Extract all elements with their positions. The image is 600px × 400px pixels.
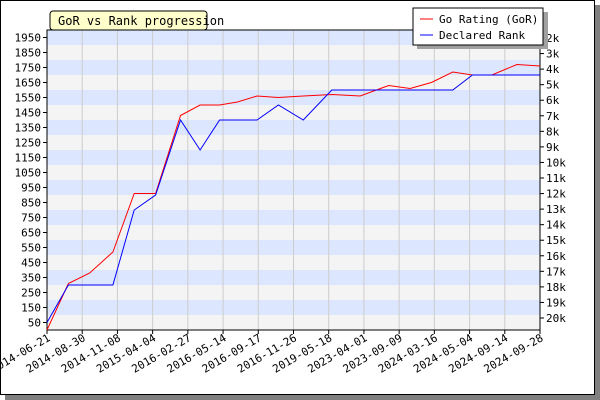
right-tick-label: 6k bbox=[546, 94, 560, 107]
legend-box bbox=[412, 7, 544, 46]
left-tick-label: 1650 bbox=[15, 77, 42, 90]
left-tick-label: 550 bbox=[21, 242, 41, 255]
title-text: GoR vs Rank progression bbox=[58, 14, 224, 28]
legend-label-gor: Go Rating (GoR) bbox=[439, 13, 538, 26]
right-tick-label: 12k bbox=[546, 188, 566, 201]
left-tick-label: 350 bbox=[21, 272, 41, 285]
right-tick-label: 4k bbox=[546, 63, 560, 76]
right-tick-label: 3k bbox=[546, 48, 560, 61]
right-tick-label: 10k bbox=[546, 156, 566, 169]
shadow-bottom bbox=[5, 395, 600, 400]
left-tick-label: 1250 bbox=[15, 137, 42, 150]
right-tick-label: 14k bbox=[546, 219, 566, 232]
chart-title: GoR vs Rank progression bbox=[49, 10, 224, 31]
left-tick-label: 1950 bbox=[15, 32, 42, 45]
title-box bbox=[49, 10, 208, 31]
right-tick-label: 15k bbox=[546, 234, 566, 247]
right-axis-ticks: 20k 19k 18k 17k 16k 15k 14k 13k 12k 11k 10k 9k 8k 7k 6… bbox=[540, 32, 566, 325]
legend-label-rank: Declared Rank bbox=[439, 29, 525, 42]
series-line-gor bbox=[46, 63, 541, 331]
left-tick-label: 1750 bbox=[15, 62, 42, 75]
left-tick-label: 150 bbox=[21, 302, 41, 315]
left-tick-label: 1450 bbox=[15, 107, 42, 120]
left-tick-label: 1550 bbox=[15, 92, 42, 105]
left-tick-label: 250 bbox=[21, 287, 41, 300]
right-tick-label: 13k bbox=[546, 203, 566, 216]
right-tick-label: 16k bbox=[546, 250, 566, 263]
left-tick-label: 1850 bbox=[15, 47, 42, 60]
right-tick-label: 19k bbox=[546, 296, 566, 309]
series-line-rank bbox=[46, 74, 540, 323]
right-tick-label: 5k bbox=[546, 79, 560, 92]
left-tick-label: 1050 bbox=[15, 167, 42, 180]
right-tick-label: 17k bbox=[546, 265, 566, 278]
left-tick-label: 950 bbox=[21, 182, 41, 195]
right-tick-label: 8k bbox=[546, 125, 560, 138]
right-tick-label: 11k bbox=[546, 172, 566, 185]
right-tick-label: 9k bbox=[546, 141, 560, 154]
right-tick-label: 7k bbox=[546, 110, 560, 123]
left-tick-label: 750 bbox=[21, 212, 41, 225]
right-tick-label: 2k bbox=[546, 32, 560, 45]
right-tick-label: 18k bbox=[546, 281, 566, 294]
shadow-right bbox=[595, 5, 600, 400]
left-tick-label: 50 bbox=[28, 317, 41, 330]
left-tick-label: 1350 bbox=[15, 122, 42, 135]
legend: Go Rating (GoR) Declared Rank bbox=[412, 7, 548, 49]
left-tick-label: 450 bbox=[21, 257, 41, 270]
left-tick-label: 850 bbox=[21, 197, 41, 210]
left-tick-label: 650 bbox=[21, 227, 41, 240]
series-layer bbox=[46, 63, 541, 331]
left-axis-ticks: 50 150 250 350 450 550 650 750 850 950 1050 1150 125… bbox=[15, 32, 47, 330]
right-tick-label: 20k bbox=[546, 312, 566, 325]
left-tick-label: 1150 bbox=[15, 152, 42, 165]
